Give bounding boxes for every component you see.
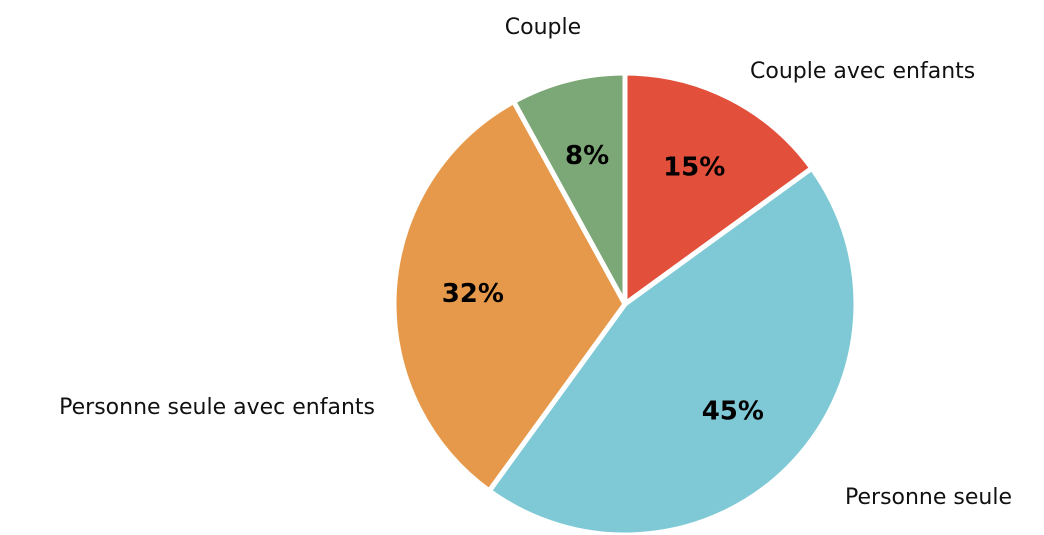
slice-category-label: Personne seule avec enfants [59, 395, 375, 420]
slice-value-label: 32% [442, 279, 504, 309]
slice-category-label: Personne seule [845, 485, 1012, 510]
pie-slice [486, 165, 859, 535]
pie-slice [622, 70, 815, 307]
slice-category-label: Couple [505, 15, 581, 40]
slice-value-label: 8% [565, 141, 609, 171]
slice-category-label: Couple avec enfants [750, 59, 975, 84]
slice-value-label: 45% [702, 396, 764, 426]
pie-slice [511, 70, 628, 307]
pie-slice [391, 99, 628, 494]
slice-value-label: 15% [663, 153, 725, 183]
